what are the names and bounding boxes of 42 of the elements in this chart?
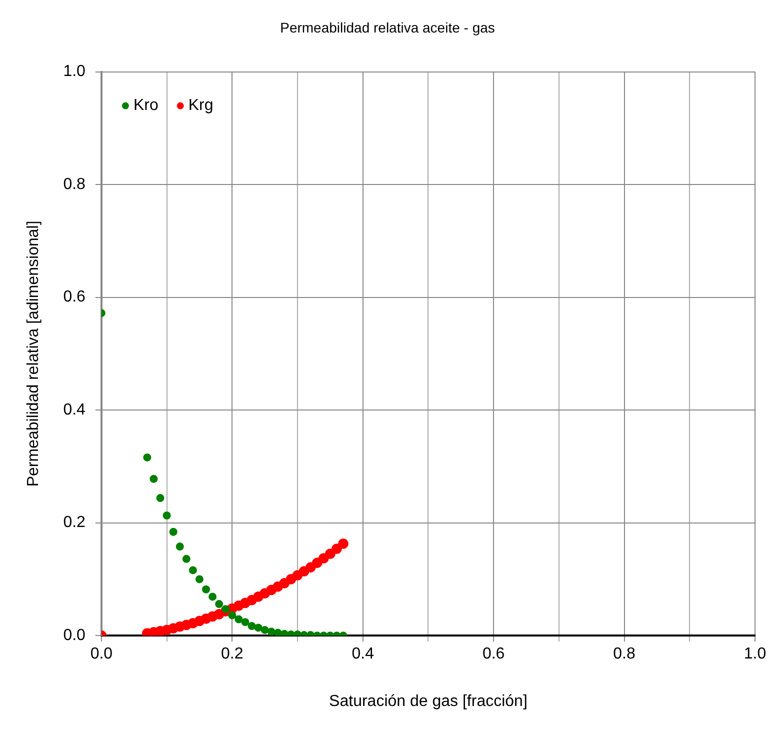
y-axis-title: Permeabilidad relativa [adimensional] [25, 220, 42, 487]
point [234, 615, 243, 624]
point [274, 628, 282, 636]
point [202, 585, 210, 594]
point [241, 618, 250, 626]
point [248, 622, 256, 630]
point [195, 575, 204, 584]
chart-title: Permeabilidad relativa aceite - gas [280, 19, 495, 36]
point [260, 626, 269, 634]
point [169, 528, 178, 536]
point [222, 605, 230, 614]
x-tick-label: 0.0 [90, 646, 113, 663]
point [208, 592, 217, 601]
point [228, 611, 236, 620]
legend-label: Kro [133, 97, 158, 114]
point [215, 600, 224, 608]
x-tick-label: 1.0 [744, 646, 766, 663]
point [176, 542, 184, 551]
point [280, 630, 288, 636]
point [286, 630, 295, 636]
point [267, 628, 276, 636]
point [254, 624, 262, 632]
point [150, 474, 158, 483]
y-tick-label: 0.2 [63, 514, 86, 532]
y-tick-label: 1.0 [63, 63, 86, 80]
x-tick-label: 0.2 [221, 646, 244, 663]
x-tick-label: 0.4 [352, 646, 374, 663]
y-tick-label: 0.4 [63, 401, 86, 418]
point [294, 630, 302, 636]
point [338, 538, 348, 549]
point [162, 512, 171, 520]
x-tick-label: 0.6 [482, 646, 505, 663]
x-tick-label: 0.8 [613, 646, 636, 663]
point [182, 554, 190, 563]
point [188, 566, 197, 574]
y-tick-label: 0.0 [63, 627, 86, 644]
y-tick-label: 0.6 [63, 288, 86, 306]
y-tick-label: 0.8 [63, 176, 86, 193]
legend-label: Krg [188, 97, 214, 114]
point [143, 453, 152, 462]
x-axis-title: Saturación de gas [fracción] [329, 692, 528, 710]
point [156, 494, 164, 502]
